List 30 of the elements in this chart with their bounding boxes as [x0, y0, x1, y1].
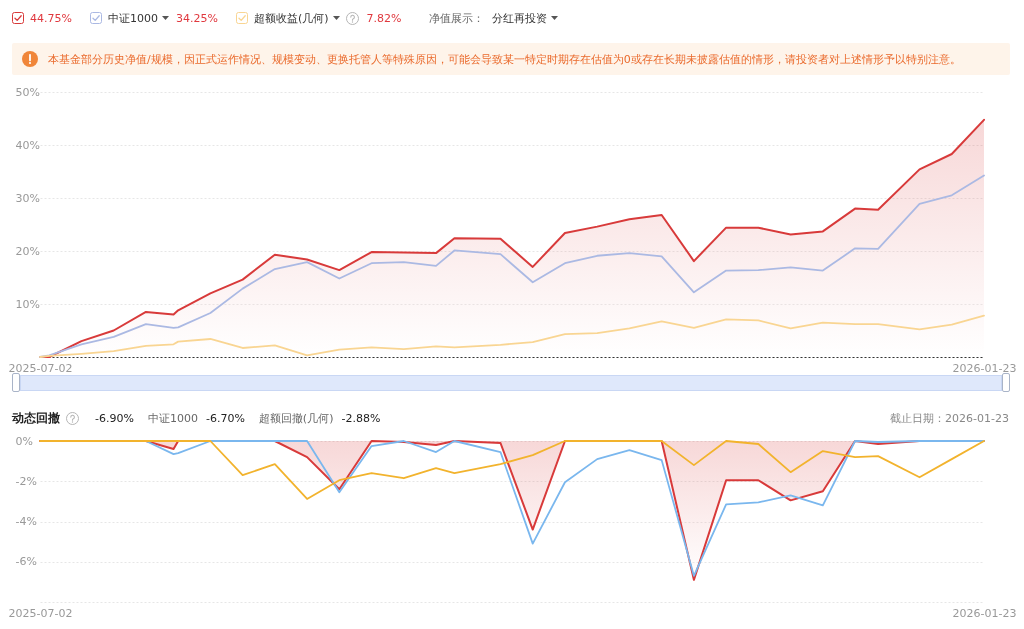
text: -2.88% — [341, 411, 381, 425]
text: 本基金部分历史净值/规模，因正式运作情况、规模变动、更换托管人等特殊原因，可能会导致某一特定时期存在估值为0或存在长期未披露估值的情形，请投资者对上述情形予以特别注意。 — [48, 51, 961, 67]
y-tick-label: -4% — [15, 515, 37, 528]
text: 中证1000 — [147, 410, 198, 426]
text: 7.82% — [366, 11, 402, 25]
legend-label: 中证1000 — [107, 10, 158, 26]
y-tick-label: 50% — [15, 85, 40, 99]
y-tick-label: -6% — [15, 555, 37, 569]
text: 截止日期：2026-01-23 — [890, 410, 1009, 426]
line-series — [39, 440, 985, 500]
line-series — [39, 314, 985, 358]
x-tick-label: 2025-07-02 — [8, 606, 73, 620]
y-tick-label: -2% — [15, 474, 37, 488]
y-tick-label: 40% — [15, 138, 40, 152]
x-tick-label: 2025-07-02 — [8, 361, 73, 375]
chart-title: 动态回撤 — [12, 409, 60, 427]
text: -6.90% — [95, 411, 134, 425]
text: -6.70% — [205, 411, 245, 425]
y-tick-label: 0% — [15, 434, 33, 448]
x-tick-label: 2026-01-23 — [952, 361, 1017, 375]
text: 分红再投资 — [492, 10, 548, 26]
legend-label: 超额收益(几何) — [253, 10, 329, 26]
y-tick-label: 30% — [15, 191, 40, 205]
y-tick-label: 20% — [15, 244, 40, 258]
y-tick-label: 10% — [15, 297, 40, 311]
text: 超额回撤(几何) — [258, 410, 334, 426]
text: 净值展示： — [429, 10, 485, 26]
text: 44.75% — [30, 11, 72, 25]
x-tick-label: 2026-01-23 — [952, 606, 1017, 620]
text: 34.25% — [175, 11, 218, 25]
